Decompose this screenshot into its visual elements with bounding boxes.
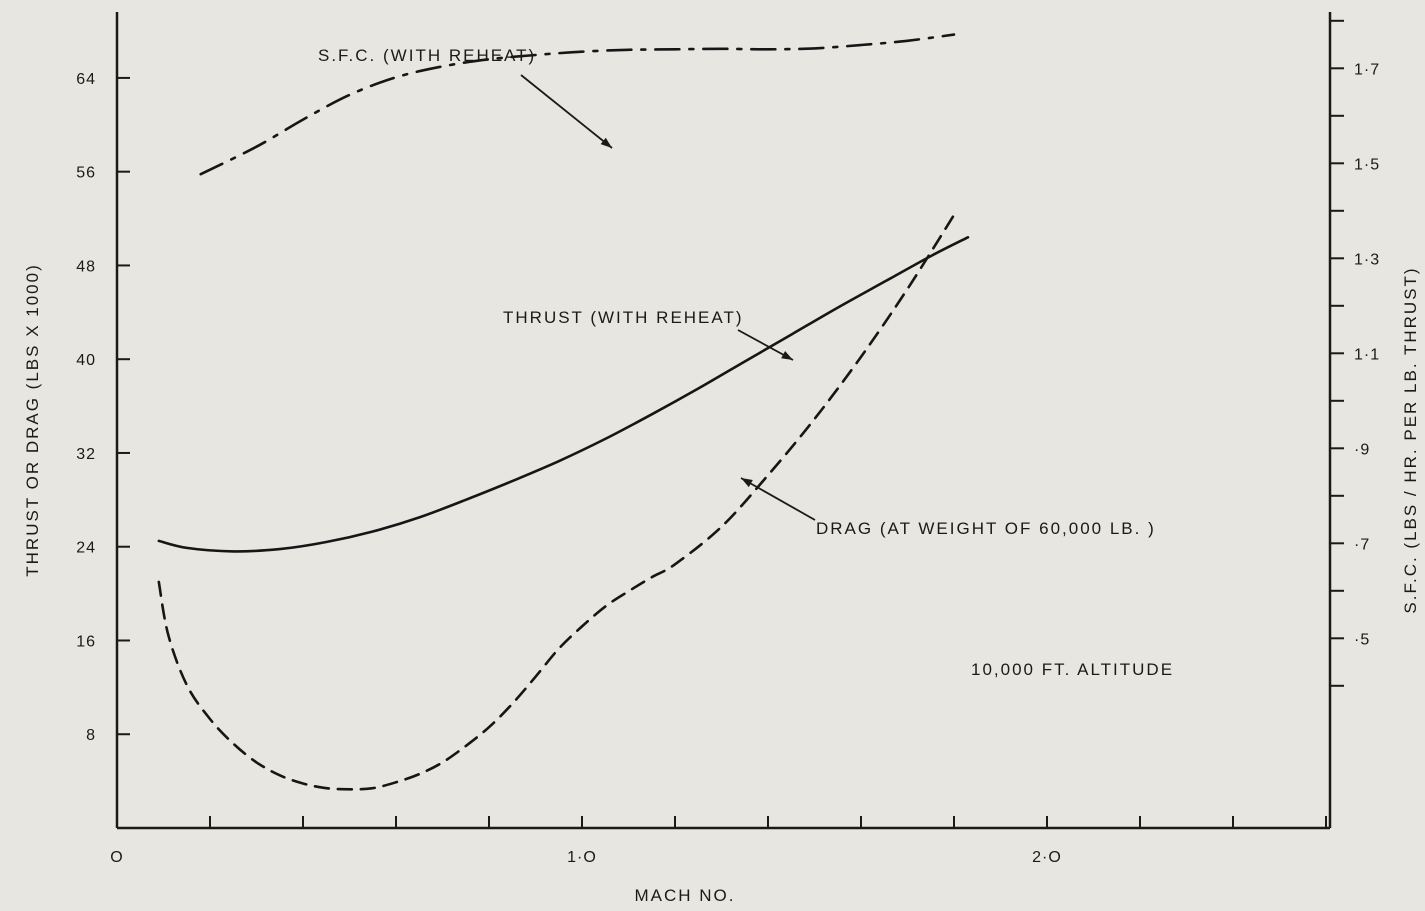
thrust-annotation: THRUST (WITH REHEAT): [503, 308, 744, 327]
series-layer: [157, 33, 970, 791]
x-tick-label: 1·O: [567, 849, 597, 866]
altitude-annotation: 10,000 FT. ALTITUDE: [971, 660, 1174, 679]
sfc-annotation: S.F.C. (WITH REHEAT): [318, 46, 536, 65]
drag-leader-arrowhead: [741, 478, 753, 488]
x-axis-ticks: O 1·O 2·O: [110, 816, 1327, 866]
annotation-leaders: [520, 74, 816, 521]
drag-curve: [157, 213, 956, 791]
right-axis-title: S.F.C. (LBS / HR. PER LB. THRUST): [1401, 266, 1420, 613]
right-tick-label: ·9: [1354, 441, 1370, 458]
thrust-curve: [157, 236, 970, 553]
left-axis-title: THRUST OR DRAG (LBS X 1000): [23, 263, 42, 576]
thrust-leader-arrowhead: [781, 350, 793, 360]
sfc-leader-arrowhead: [600, 137, 612, 148]
right-tick-label: 1·5: [1354, 156, 1380, 173]
left-tick-label: 24: [76, 540, 96, 557]
x-axis-title: MACH NO.: [635, 886, 736, 905]
sfc-curve: [199, 33, 956, 176]
right-tick-label: 1·1: [1354, 346, 1380, 363]
right-tick-label: 1·7: [1354, 61, 1380, 78]
left-axis-ticks: 8 16 24 32 40 48 56 64: [76, 71, 130, 744]
right-axis-ticks: ·5 ·7 ·9 1·1 1·3 1·5 1·7: [1330, 19, 1380, 687]
right-tick-label: ·7: [1354, 536, 1370, 553]
axes: [115, 12, 1332, 830]
x-tick-label: 2·O: [1032, 849, 1062, 866]
right-tick-label: 1·3: [1354, 251, 1380, 268]
left-tick-label: 56: [76, 165, 96, 182]
x-tick-label: O: [110, 849, 123, 866]
left-tick-label: 32: [76, 446, 96, 463]
left-tick-label: 48: [76, 258, 96, 275]
left-tick-label: 64: [76, 71, 96, 88]
drag-leader: [740, 477, 816, 521]
left-tick-label: 40: [76, 352, 96, 369]
left-tick-label: 8: [86, 727, 96, 744]
drag-annotation: DRAG (AT WEIGHT OF 60,000 LB. ): [816, 519, 1156, 538]
left-tick-label: 16: [76, 633, 96, 650]
right-tick-label: ·5: [1354, 631, 1370, 648]
sfc-leader: [520, 74, 613, 149]
